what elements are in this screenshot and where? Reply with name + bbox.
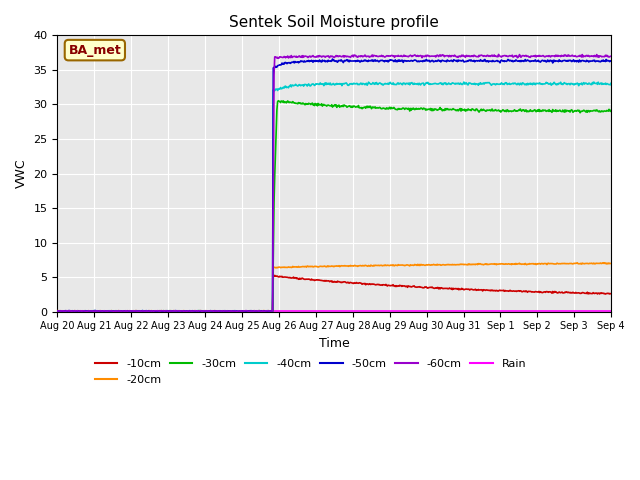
-60cm (258, 309, 266, 314)
-50cm (607, 59, 615, 64)
-20cm (119, 308, 127, 314)
-10cm (269, 273, 277, 278)
-40cm (221, 308, 228, 314)
-40cm (607, 80, 615, 86)
-60cm (118, 308, 126, 314)
-20cm (600, 260, 608, 265)
-50cm (424, 58, 431, 63)
-10cm (248, 308, 255, 314)
-30cm (424, 107, 431, 112)
-30cm (88, 309, 95, 314)
Title: Sentek Soil Moisture profile: Sentek Soil Moisture profile (229, 15, 439, 30)
-10cm (220, 308, 228, 314)
-50cm (393, 58, 401, 64)
-40cm (423, 80, 431, 86)
Line: -60cm: -60cm (58, 54, 611, 312)
-60cm (392, 53, 400, 59)
Line: -10cm: -10cm (58, 276, 611, 312)
-50cm (329, 56, 337, 62)
-30cm (119, 308, 127, 314)
-40cm (269, 87, 277, 93)
-40cm (392, 82, 400, 87)
Line: -20cm: -20cm (58, 263, 611, 312)
-20cm (248, 308, 256, 314)
-30cm (221, 308, 228, 314)
Rain (118, 309, 126, 314)
-10cm (54, 308, 61, 313)
Legend: -10cm, -20cm, -30cm, -40cm, -50cm, -60cm, Rain: -10cm, -20cm, -30cm, -40cm, -50cm, -60cm… (91, 355, 531, 389)
-10cm (393, 284, 401, 289)
-30cm (607, 108, 615, 114)
-50cm (248, 308, 256, 314)
Rain (220, 309, 228, 314)
-60cm (495, 51, 502, 57)
-50cm (152, 309, 160, 314)
-10cm (271, 273, 278, 278)
-20cm (423, 262, 431, 268)
Line: -40cm: -40cm (58, 82, 611, 312)
-40cm (248, 308, 256, 314)
Rain (54, 309, 61, 314)
-60cm (220, 308, 228, 314)
Rain (392, 309, 399, 314)
-30cm (54, 308, 61, 314)
Rain (269, 309, 276, 314)
-60cm (423, 52, 431, 58)
-30cm (275, 98, 282, 104)
-60cm (248, 308, 255, 314)
X-axis label: Time: Time (319, 337, 349, 350)
-40cm (54, 308, 61, 314)
-40cm (590, 79, 598, 85)
-20cm (269, 264, 277, 270)
-20cm (392, 263, 400, 268)
-60cm (607, 53, 615, 59)
-50cm (54, 308, 61, 314)
-30cm (248, 308, 256, 314)
-20cm (113, 309, 120, 314)
Line: -30cm: -30cm (58, 101, 611, 312)
-20cm (607, 261, 615, 266)
-30cm (269, 258, 277, 264)
-50cm (118, 308, 126, 314)
Line: -50cm: -50cm (58, 59, 611, 312)
-10cm (607, 291, 615, 297)
-60cm (54, 308, 61, 314)
-40cm (119, 308, 127, 314)
Rain (248, 309, 255, 314)
-20cm (221, 308, 228, 314)
Y-axis label: VWC: VWC (15, 159, 28, 188)
-30cm (393, 107, 401, 112)
-20cm (54, 308, 61, 313)
Rain (607, 309, 615, 314)
Text: BA_met: BA_met (68, 44, 121, 57)
-50cm (269, 65, 277, 71)
-10cm (118, 308, 126, 314)
Rain (422, 309, 430, 314)
-50cm (221, 308, 228, 314)
-40cm (99, 309, 106, 314)
-10cm (249, 309, 257, 314)
-10cm (424, 285, 431, 291)
-60cm (269, 197, 277, 203)
